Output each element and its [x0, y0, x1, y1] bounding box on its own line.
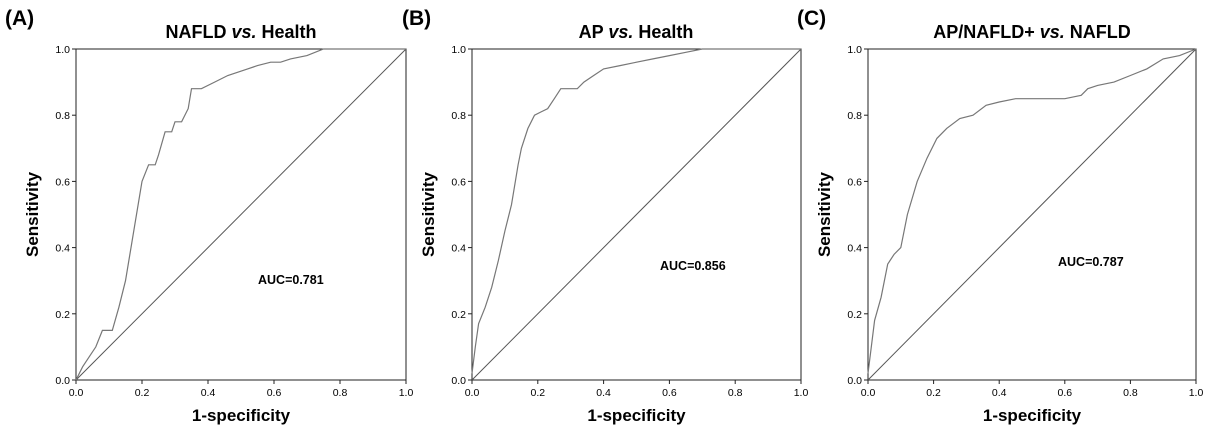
x-tick-label: 0.2: [530, 387, 545, 399]
x-tick-label: 0.0: [69, 387, 84, 399]
chart-title-part: NAFLD: [165, 22, 231, 42]
reference-line: [75, 48, 407, 381]
y-tick-label: 0.0: [847, 375, 862, 387]
y-tick-label: 0.0: [451, 375, 466, 387]
y-tick-label: 0.0: [55, 375, 70, 387]
x-axis-label: 1-specificity: [192, 406, 291, 425]
x-tick-label: 0.8: [728, 387, 743, 399]
roc-panel-3: (C) AP/NAFLD+ vs. NAFLD 0.0 0.2 0.4 0.6 0.8 1.0…: [797, 7, 1203, 425]
y-axis-label: Sensitivity: [419, 171, 438, 257]
x-tick-label: 0.4: [201, 387, 216, 399]
y-tick-label: 0.6: [847, 176, 862, 188]
y-tick-label: 0.4: [847, 243, 862, 255]
plot-frame: [471, 48, 802, 381]
panel-letter: (C): [797, 7, 826, 30]
y-tick-label: 0.6: [451, 176, 466, 188]
roc-panel-2: (B) AP vs. Health 0.0 0.2 0.4 0.6 0.8 1.0 0.0 0.2…: [402, 7, 808, 425]
y-axis-label: Sensitivity: [815, 171, 834, 257]
chart-title: AP/NAFLD+ vs. NAFLD: [933, 22, 1131, 42]
x-tick-label: 1.0: [399, 387, 414, 399]
y-tick-label: 1.0: [847, 44, 862, 56]
x-tick-label: 0.4: [596, 387, 611, 399]
y-tick-label: 0.8: [451, 110, 466, 122]
roc-curve-line: [471, 48, 801, 374]
roc-curve-line: [867, 48, 1197, 374]
x-tick-label: 0.6: [267, 387, 282, 399]
chart-title: AP vs. Health: [579, 22, 694, 42]
plot-frame: [867, 48, 1197, 381]
x-tick-label: 0.8: [333, 387, 348, 399]
x-tick-label: 0.0: [861, 387, 876, 399]
y-tick-label: 1.0: [451, 44, 466, 56]
panel-letter: (A): [5, 7, 34, 30]
y-tick-label: 0.2: [847, 309, 862, 321]
y-tick-label: 0.6: [55, 176, 70, 188]
y-tick-label: 0.8: [847, 110, 862, 122]
chart-title-part: Health: [257, 22, 317, 42]
x-tick-label: 0.0: [465, 387, 480, 399]
x-tick-label: 0.2: [926, 387, 941, 399]
x-tick-label: 0.4: [992, 387, 1007, 399]
chart-title-part: AP/NAFLD+: [933, 22, 1040, 42]
y-axis-label: Sensitivity: [23, 171, 42, 257]
auc-annotation: AUC=0.781: [258, 273, 324, 287]
y-tick-label: 0.4: [451, 243, 466, 255]
y-tick-label: 0.2: [451, 309, 466, 321]
panel-letter: (B): [402, 7, 431, 30]
chart-title-part: AP: [579, 22, 609, 42]
x-axis-label: 1-specificity: [983, 406, 1082, 425]
chart-title-part: NAFLD: [1065, 22, 1131, 42]
reference-line: [471, 48, 802, 381]
plot-frame: [75, 48, 407, 381]
chart-title-part: vs.: [1040, 22, 1065, 42]
chart-title-part: vs.: [231, 22, 256, 42]
chart-title: NAFLD vs. Health: [165, 22, 316, 42]
y-tick-label: 0.8: [55, 110, 70, 122]
chart-title-part: vs.: [608, 22, 633, 42]
chart-title-part: Health: [633, 22, 693, 42]
x-tick-label: 1.0: [1189, 387, 1204, 399]
x-tick-label: 0.6: [662, 387, 677, 399]
x-tick-label: 0.8: [1123, 387, 1138, 399]
auc-annotation: AUC=0.856: [660, 259, 726, 273]
roc-curve-line: [75, 48, 406, 381]
y-tick-label: 1.0: [55, 44, 70, 56]
reference-line: [867, 48, 1197, 381]
x-tick-label: 0.6: [1057, 387, 1072, 399]
auc-annotation: AUC=0.787: [1058, 255, 1124, 269]
y-tick-label: 0.4: [55, 243, 70, 255]
x-axis-label: 1-specificity: [587, 406, 686, 425]
x-tick-label: 0.2: [135, 387, 150, 399]
y-tick-label: 0.2: [55, 309, 70, 321]
x-tick-label: 1.0: [794, 387, 809, 399]
roc-panel-1: (A) NAFLD vs. Health 0.0 0.2 0.4 0.6 0.8 1.0 0.0…: [5, 7, 413, 425]
